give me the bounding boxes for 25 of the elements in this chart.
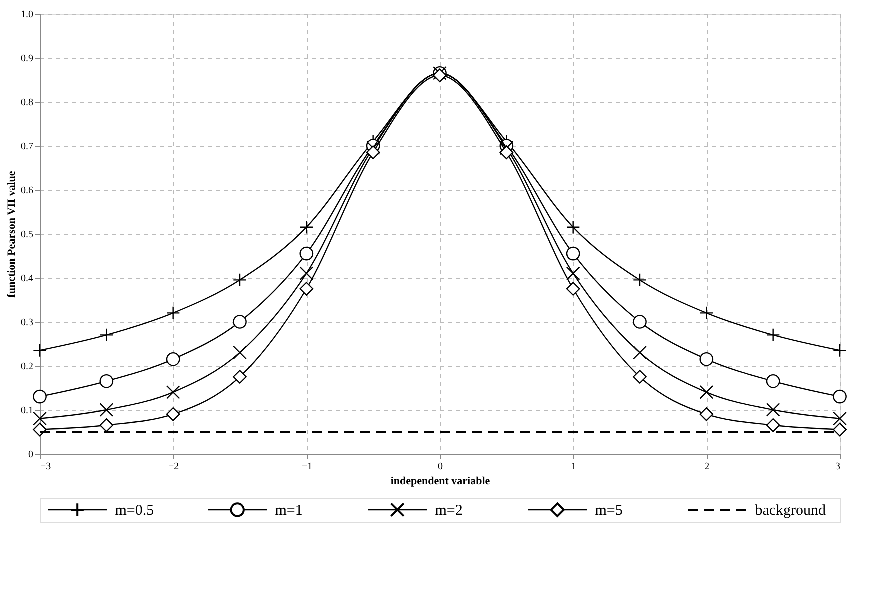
x-tick-label: 1	[571, 462, 576, 472]
y-tick-label: 0.1	[21, 406, 34, 416]
legend-label: m=0.5	[115, 503, 154, 519]
y-tick-label: 0.5	[21, 230, 34, 240]
y-tick-label: 0.8	[21, 98, 34, 108]
legend-label: m=2	[435, 503, 463, 519]
x-tick-label: 0	[438, 462, 443, 472]
x-tick-label: 3	[836, 462, 840, 472]
y-tick-label: 1.0	[21, 10, 34, 20]
y-tick-label: 0.7	[21, 142, 34, 152]
y-tick-label: 0.6	[21, 186, 34, 196]
x-tick-label: 2	[704, 462, 710, 472]
legend-label: m=5	[595, 503, 623, 519]
x-axis-title: independent variable	[390, 476, 490, 488]
y-tick-label: 0.2	[21, 362, 34, 372]
y-tick-label: 0.9	[21, 54, 34, 64]
x-tick-label: −1	[302, 462, 312, 472]
x-tick-label: −2	[168, 462, 180, 472]
y-tick-label: 0.4	[21, 274, 34, 284]
legend-label: m=1	[275, 503, 303, 519]
legend-label: background	[755, 503, 827, 519]
y-tick-label: 0.3	[21, 318, 34, 328]
y-axis-title: function Pearson VII value	[6, 171, 18, 298]
x-tick-label: −3	[40, 462, 52, 472]
y-tick-label: 0	[28, 450, 34, 460]
